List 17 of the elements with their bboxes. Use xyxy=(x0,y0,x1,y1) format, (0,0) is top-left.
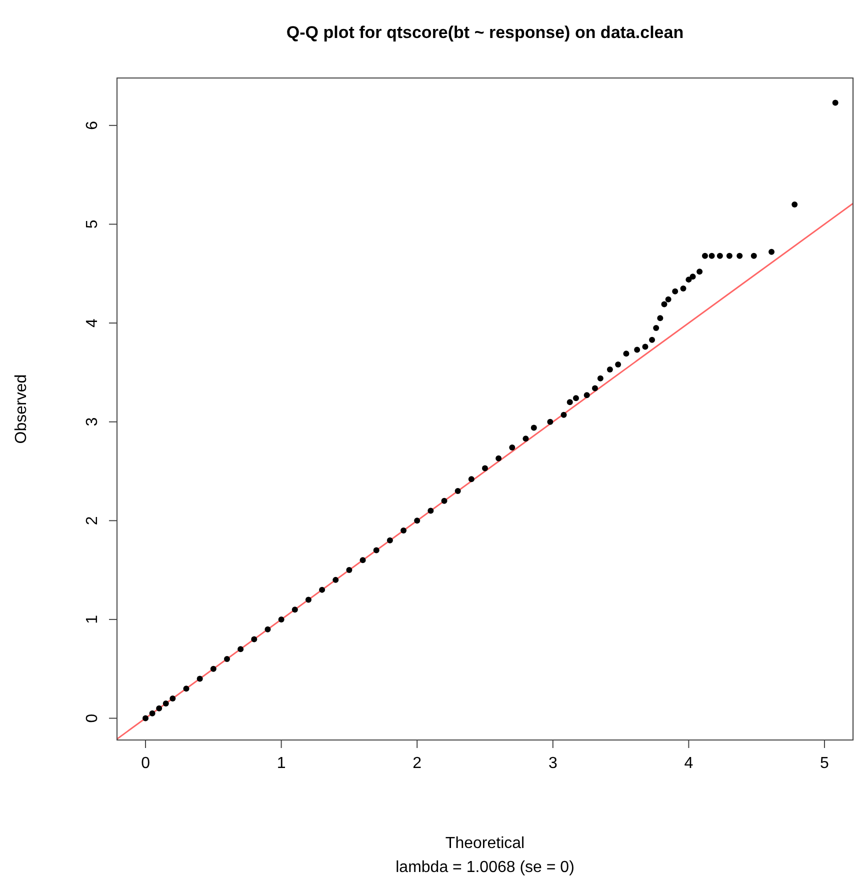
y-tick-label: 2 xyxy=(84,516,101,526)
y-tick-label: 1 xyxy=(84,614,101,624)
x-tick-label: 4 xyxy=(684,755,694,772)
y-tick-label: 5 xyxy=(84,220,101,229)
y-tick-label: 6 xyxy=(84,120,101,130)
y-tick-label: 0 xyxy=(84,714,101,723)
y-tick-label: 3 xyxy=(84,417,101,426)
x-tick-label: 1 xyxy=(276,755,286,772)
x-tick-label: 3 xyxy=(548,755,558,772)
x-tick-label: 0 xyxy=(141,755,150,772)
y-tick-label: 4 xyxy=(84,318,101,328)
x-axis-title: Theoretical xyxy=(445,835,525,852)
y-axis-title: Observed xyxy=(13,374,30,444)
text: lambda = 1.0068 (se = 0) xyxy=(396,859,574,876)
chart-title: Q-Q plot for qtscore(bt ~ response) on data.clean xyxy=(286,23,684,42)
x-tick-label: 5 xyxy=(820,755,830,772)
x-tick-label: 2 xyxy=(412,755,422,772)
